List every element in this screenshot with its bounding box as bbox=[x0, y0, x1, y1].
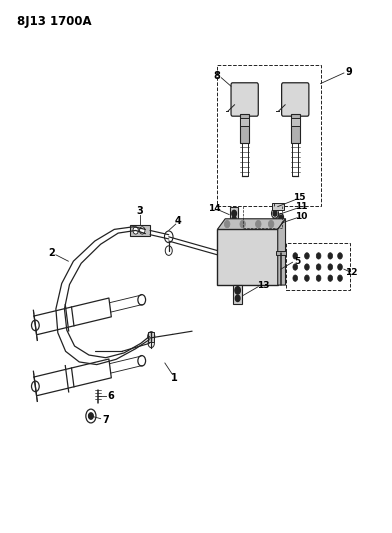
Circle shape bbox=[305, 264, 309, 270]
Polygon shape bbox=[278, 219, 285, 285]
Circle shape bbox=[316, 275, 321, 281]
Circle shape bbox=[140, 227, 145, 234]
Circle shape bbox=[338, 264, 342, 270]
Text: 8J13 1700A: 8J13 1700A bbox=[17, 14, 92, 28]
Text: 13: 13 bbox=[257, 281, 269, 290]
Text: 4: 4 bbox=[175, 216, 182, 227]
Text: 14: 14 bbox=[209, 204, 221, 213]
Bar bbox=[285, 243, 350, 290]
Circle shape bbox=[305, 275, 309, 281]
Circle shape bbox=[293, 264, 298, 270]
Circle shape bbox=[269, 220, 274, 228]
Text: 1: 1 bbox=[171, 373, 178, 383]
Circle shape bbox=[316, 264, 321, 270]
Circle shape bbox=[240, 220, 245, 228]
Bar bbox=[272, 204, 283, 210]
Circle shape bbox=[89, 413, 93, 419]
Circle shape bbox=[279, 224, 282, 229]
Circle shape bbox=[133, 227, 138, 234]
Text: 3: 3 bbox=[136, 206, 143, 216]
Bar bbox=[290, 118, 300, 126]
Circle shape bbox=[338, 253, 342, 259]
Bar bbox=[230, 207, 238, 220]
Circle shape bbox=[256, 220, 261, 228]
Text: 5: 5 bbox=[294, 257, 300, 265]
Circle shape bbox=[235, 287, 240, 294]
Circle shape bbox=[338, 275, 342, 281]
Circle shape bbox=[232, 211, 236, 216]
Text: 6: 6 bbox=[107, 391, 114, 401]
Circle shape bbox=[293, 253, 298, 259]
Circle shape bbox=[273, 211, 277, 216]
FancyBboxPatch shape bbox=[231, 83, 258, 116]
Text: 11: 11 bbox=[295, 202, 307, 211]
Circle shape bbox=[328, 275, 333, 281]
Circle shape bbox=[328, 253, 333, 259]
Bar bbox=[240, 118, 249, 126]
Circle shape bbox=[316, 253, 321, 259]
Bar bbox=[130, 225, 150, 236]
Text: 8: 8 bbox=[213, 70, 220, 80]
Text: 2: 2 bbox=[48, 248, 54, 259]
Text: 12: 12 bbox=[345, 268, 358, 277]
FancyBboxPatch shape bbox=[281, 83, 309, 116]
Bar bbox=[218, 65, 321, 206]
Bar bbox=[218, 229, 278, 285]
Polygon shape bbox=[218, 219, 285, 229]
Text: 7: 7 bbox=[102, 415, 109, 425]
Circle shape bbox=[279, 215, 282, 219]
Bar bbox=[276, 251, 285, 255]
Circle shape bbox=[293, 275, 298, 281]
Bar bbox=[240, 114, 249, 143]
Text: 15: 15 bbox=[293, 193, 305, 202]
Circle shape bbox=[328, 264, 333, 270]
Bar bbox=[291, 114, 299, 143]
Circle shape bbox=[235, 295, 240, 302]
Circle shape bbox=[273, 220, 277, 225]
Circle shape bbox=[305, 253, 309, 259]
Circle shape bbox=[232, 216, 236, 221]
Text: 9: 9 bbox=[345, 67, 352, 77]
Bar bbox=[148, 332, 154, 342]
Circle shape bbox=[224, 220, 230, 228]
Text: 10: 10 bbox=[295, 212, 307, 221]
Bar bbox=[233, 285, 242, 304]
